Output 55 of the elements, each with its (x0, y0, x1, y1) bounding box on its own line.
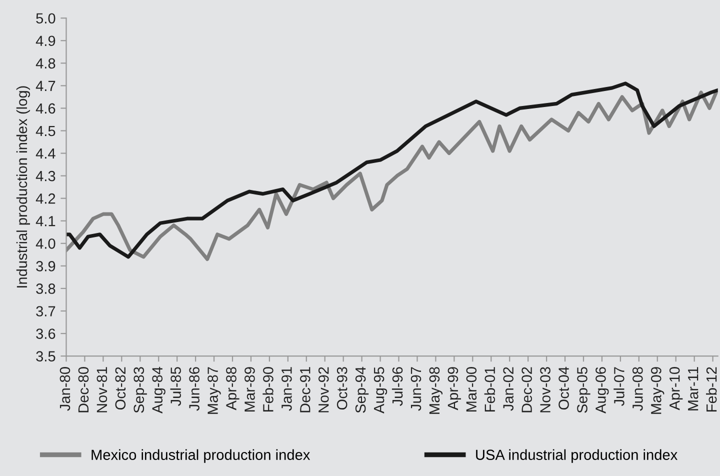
x-tick-label: Nov-03 (540, 367, 550, 412)
x-tick-label: May-09 (650, 367, 664, 414)
legend-label: Mexico industrial production index (92, 449, 310, 463)
x-tick-label: Sep-94 (355, 366, 369, 413)
y-tick-label: 3.6 (36, 328, 56, 339)
x-tick-label: Mar-89 (244, 367, 255, 412)
x-tick-label: Feb-01 (484, 367, 496, 412)
x-tick-label: Jun-97 (410, 367, 422, 411)
y-tick-label: 4.3 (36, 170, 56, 182)
x-tick-label: Jun-86 (189, 367, 200, 411)
x-tick-label: Apr-10 (669, 367, 683, 410)
y-tick-label: 4.9 (36, 36, 56, 46)
y-tick-label: 4.1 (36, 216, 56, 226)
x-tick-label: Dec-02 (522, 367, 532, 412)
x-tick-label: Aug-84 (152, 366, 166, 414)
x-tick-label: Aug-95 (374, 367, 388, 414)
y-tick-label: 3.5 (36, 351, 56, 362)
x-tick-label: Aug-06 (596, 367, 609, 414)
x-tick-label: Jan-80 (60, 367, 70, 411)
x-tick-label: Apr-88 (226, 367, 240, 410)
y-tick-label: 4.6 (36, 103, 56, 114)
x-tick-label: Feb-12 (706, 367, 717, 412)
x-tick-label: Jul-07 (614, 367, 624, 406)
x-tick-label: Sep-05 (577, 367, 590, 413)
y-tick-label: 4.4 (36, 148, 56, 159)
x-tick-label: Oct-82 (115, 367, 126, 410)
y-axis-title: Industrial production index (log) (16, 86, 30, 288)
x-tick-label: Feb-90 (262, 367, 274, 412)
x-tick-label: Sep-83 (134, 367, 147, 413)
x-tick-label: Dec-80 (78, 367, 89, 412)
x-tick-label: Jun-08 (632, 367, 643, 411)
x-tick-label: May-98 (429, 367, 442, 414)
y-tick-label: 3.9 (36, 261, 56, 272)
y-tick-label: 3.8 (36, 284, 56, 294)
x-tick-label: Dec-91 (300, 367, 310, 412)
y-tick-label: 4.7 (36, 80, 56, 91)
y-tick-label: 5.0 (36, 13, 56, 24)
x-tick-label: Jul-96 (392, 367, 403, 406)
x-tick-label: Mar-11 (688, 367, 698, 410)
x-tick-label: Oct-04 (558, 366, 569, 410)
y-tick-label: 3.7 (36, 306, 56, 316)
y-tick-label: 4.2 (36, 193, 56, 204)
x-tick-label: Jan-91 (282, 367, 292, 411)
x-tick-label: Jan-02 (503, 367, 514, 411)
x-tick-label: Jul-85 (170, 367, 181, 406)
x-tick-label: Nov-92 (318, 367, 329, 412)
y-tick-label: 4.5 (36, 126, 56, 136)
x-tick-label: Mar-00 (466, 367, 477, 412)
y-tick-label: 4.0 (36, 238, 56, 249)
x-tick-label: May-87 (208, 367, 221, 414)
x-tick-label: Apr-99 (448, 367, 461, 410)
legend-label: USA industrial production index (476, 449, 678, 463)
x-tick-label: Oct-93 (336, 367, 348, 410)
y-tick-label: 4.8 (36, 58, 56, 69)
x-tick-label: Nov-81 (96, 367, 108, 412)
